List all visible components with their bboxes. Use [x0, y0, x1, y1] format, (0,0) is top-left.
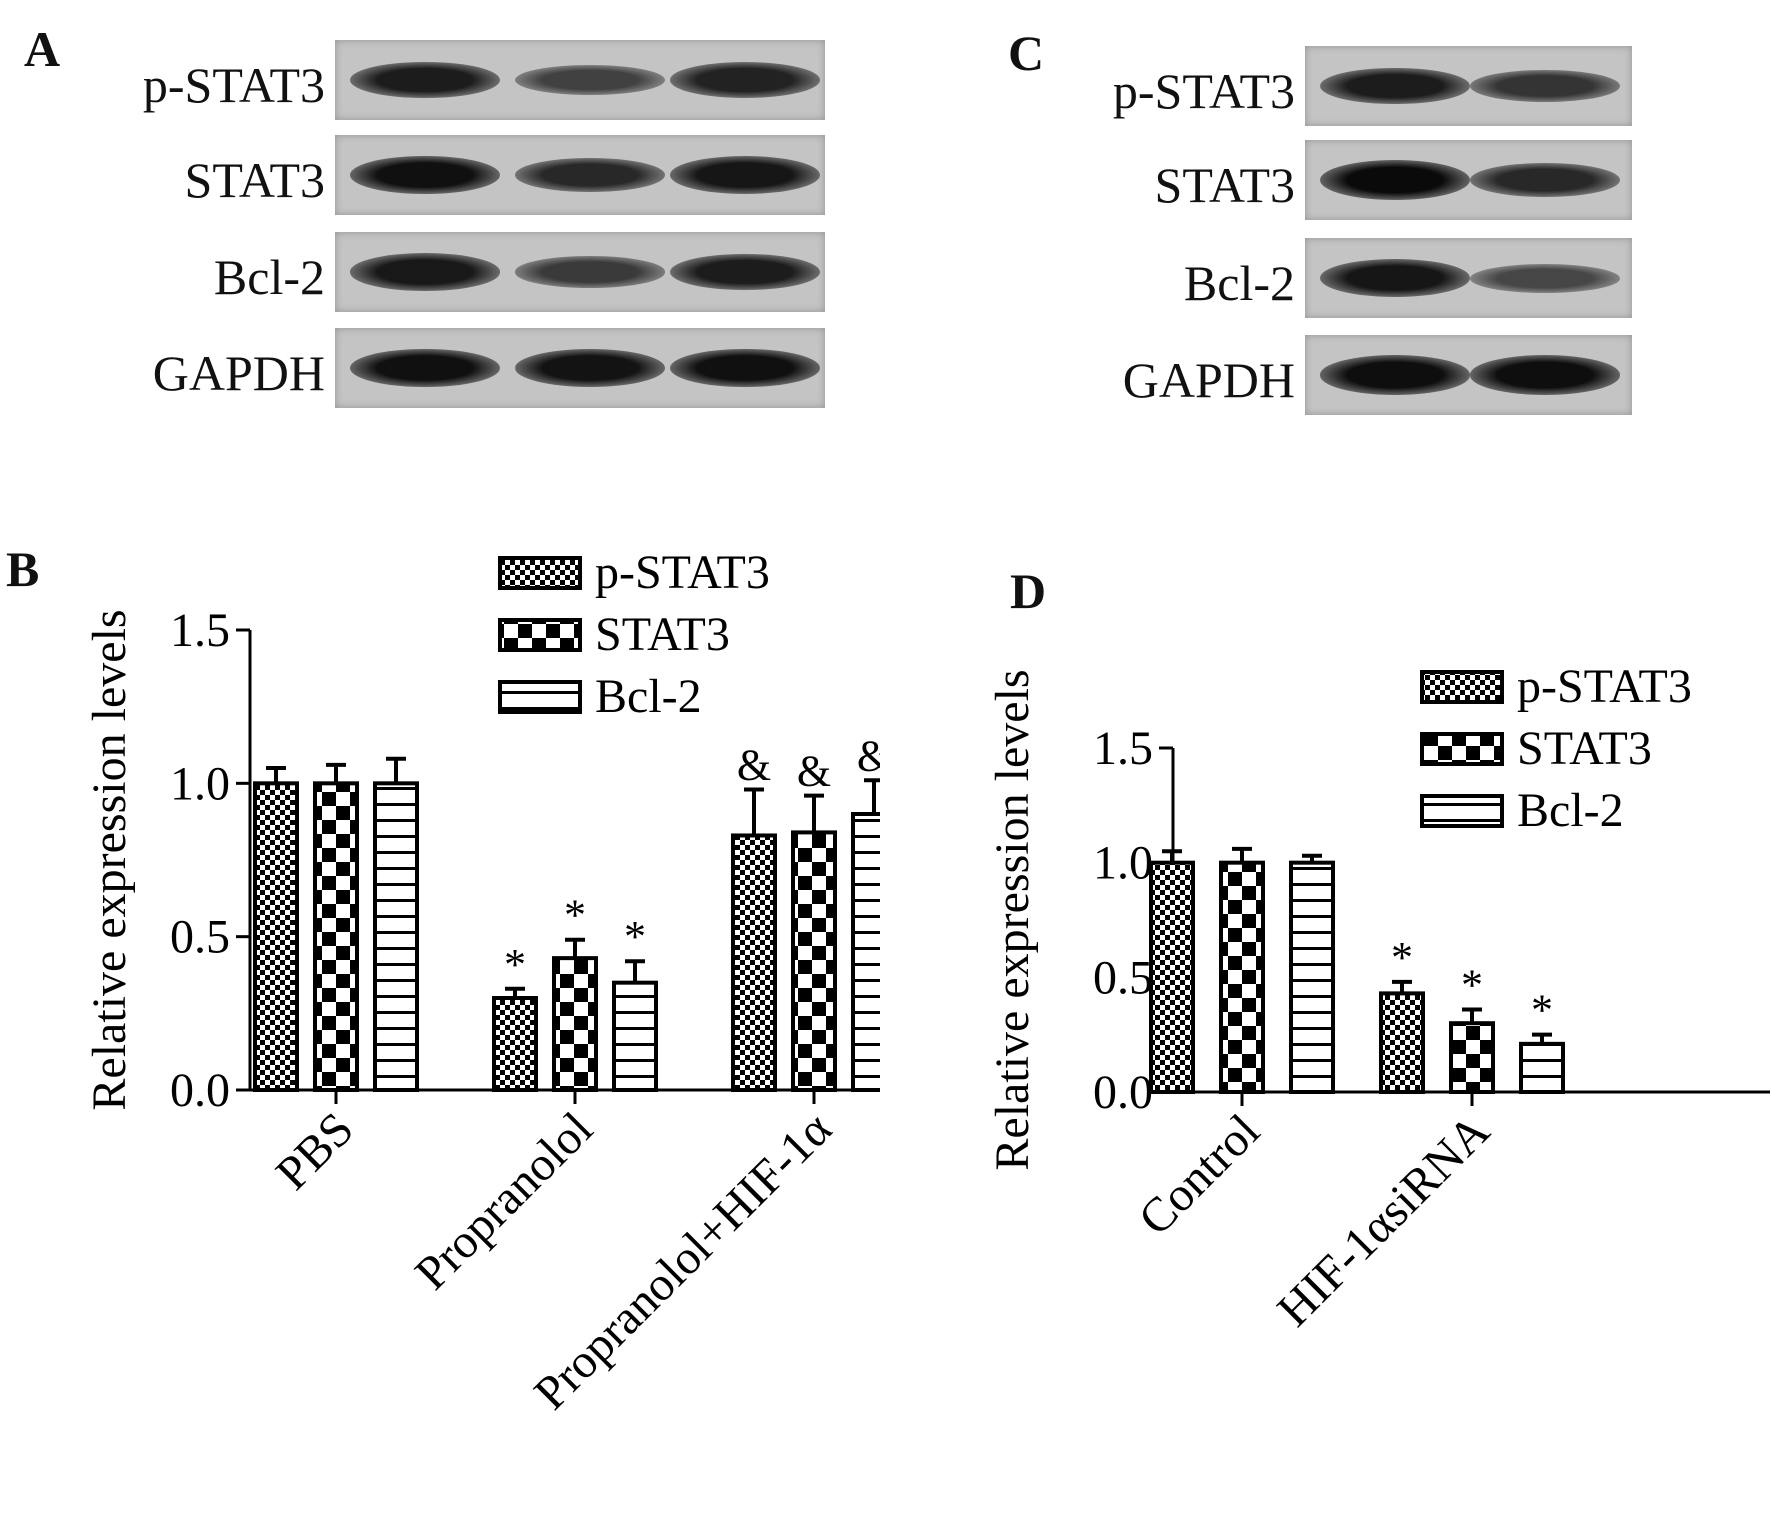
- legend-label: Bcl-2: [595, 670, 702, 723]
- significance-marker: *: [624, 912, 646, 961]
- blot-row-label: GAPDH: [152, 345, 325, 401]
- bar-p-stat3: [253, 781, 299, 1092]
- panel-letter-a: A: [24, 21, 61, 77]
- significance-marker: *: [1461, 960, 1483, 1009]
- blot-band: [1320, 259, 1470, 297]
- legend-swatch: [498, 680, 582, 714]
- blot-band: [515, 64, 665, 96]
- x-tick-label: PBS: [266, 1102, 364, 1200]
- blot-band: [1320, 67, 1470, 105]
- significance-marker: &: [857, 731, 880, 780]
- blot-band: [350, 61, 500, 99]
- legend-label: p-STAT3: [595, 546, 770, 599]
- bar-stat3: [1449, 1021, 1495, 1095]
- blot-row-label: STAT3: [184, 152, 325, 208]
- y-tick-label: 1.0: [1093, 837, 1153, 890]
- blot-row-label: STAT3: [1154, 157, 1295, 213]
- legend-swatch: [1420, 670, 1504, 704]
- legend-label: p-STAT3: [1517, 660, 1692, 713]
- legend-label: STAT3: [595, 608, 730, 661]
- blot-band: [515, 256, 665, 288]
- legend-swatch: [1420, 794, 1504, 828]
- blot-band: [515, 157, 665, 193]
- y-axis-label: Relative expression levels: [83, 609, 136, 1110]
- blot-row-label: p-STAT3: [1112, 63, 1295, 119]
- significance-marker: *: [1531, 986, 1553, 1035]
- bar-p-stat3: [731, 833, 777, 1093]
- blot-band: [1320, 355, 1470, 395]
- y-tick-label: 0.0: [1093, 1066, 1153, 1119]
- x-tick-label: Propranolol: [405, 1102, 603, 1300]
- x-tick-label: Control: [1129, 1104, 1270, 1245]
- legend-label: Bcl-2: [1517, 784, 1624, 837]
- panel-letter-b: B: [6, 541, 40, 597]
- bar-bcl-2: [851, 812, 880, 1092]
- bar-stat3: [313, 781, 359, 1092]
- blot-row-label: p-STAT3: [142, 57, 325, 113]
- bar-bcl-2: [612, 980, 658, 1092]
- blot-band: [350, 253, 500, 291]
- blot-strip: [1305, 238, 1632, 318]
- blot-band: [670, 156, 820, 194]
- blot-band: [1470, 263, 1620, 293]
- blot-row-label: GAPDH: [1122, 352, 1295, 408]
- y-tick-label: 0.5: [1093, 951, 1153, 1004]
- bar-chart-b: 0.0 0.5 1.0 1.5 Relative expression levels PB…: [83, 546, 880, 1420]
- y-tick-label: 0.5: [170, 911, 230, 964]
- significance-marker: &: [797, 747, 831, 796]
- blot-band: [670, 62, 820, 98]
- blot-row-label: Bcl-2: [1183, 255, 1295, 311]
- bar-p-stat3: [1149, 860, 1195, 1094]
- panel-letter-d: D: [1010, 563, 1047, 619]
- bar-bcl-2: [1289, 860, 1335, 1094]
- bar-chart-d: 0.0 0.5 1.0 1.5 Relative expression levels Co…: [990, 660, 1770, 1337]
- bar-bcl-2: [373, 781, 419, 1092]
- blot-band: [670, 253, 820, 291]
- legend-swatch: [498, 618, 582, 652]
- significance-marker: *: [1391, 933, 1413, 982]
- blot-strip: [335, 232, 825, 312]
- blot-strip: [1305, 335, 1632, 415]
- bar-stat3: [552, 956, 598, 1092]
- blot-band: [1320, 160, 1470, 200]
- blot-band: [1470, 162, 1620, 198]
- bar-stat3: [1219, 860, 1265, 1094]
- y-tick-label: 0.0: [170, 1064, 230, 1117]
- legend-label: STAT3: [1517, 722, 1652, 775]
- y-axis-label: Relative expression levels: [990, 669, 1039, 1170]
- blot-band: [350, 348, 500, 388]
- significance-marker: &: [737, 740, 771, 789]
- blot-strip: [1305, 140, 1632, 220]
- blot-band: [1470, 355, 1620, 395]
- significance-marker: *: [504, 940, 526, 989]
- blot-band: [1470, 69, 1620, 103]
- blot-band: [515, 348, 665, 388]
- bar-p-stat3: [492, 996, 538, 1092]
- panel-letter-c: C: [1008, 25, 1045, 81]
- bar-p-stat3: [1379, 991, 1425, 1094]
- blot-strip: [335, 328, 825, 408]
- blot-band: [350, 155, 500, 195]
- blot-strip: [1305, 46, 1632, 126]
- y-tick-label: 1.5: [170, 604, 230, 657]
- bar-stat3: [791, 830, 837, 1092]
- blot-row-label: Bcl-2: [213, 249, 325, 305]
- legend-swatch: [1420, 732, 1504, 766]
- bar-bcl-2: [1519, 1041, 1565, 1094]
- y-tick-label: 1.5: [1093, 722, 1153, 775]
- x-tick-label: HIF-1αsiRNA: [1267, 1104, 1500, 1337]
- blot-strip: [335, 135, 825, 215]
- legend-swatch: [498, 556, 582, 590]
- significance-marker: *: [564, 891, 586, 940]
- blot-band: [670, 348, 820, 388]
- blot-strip: [335, 40, 825, 120]
- y-tick-label: 1.0: [170, 757, 230, 810]
